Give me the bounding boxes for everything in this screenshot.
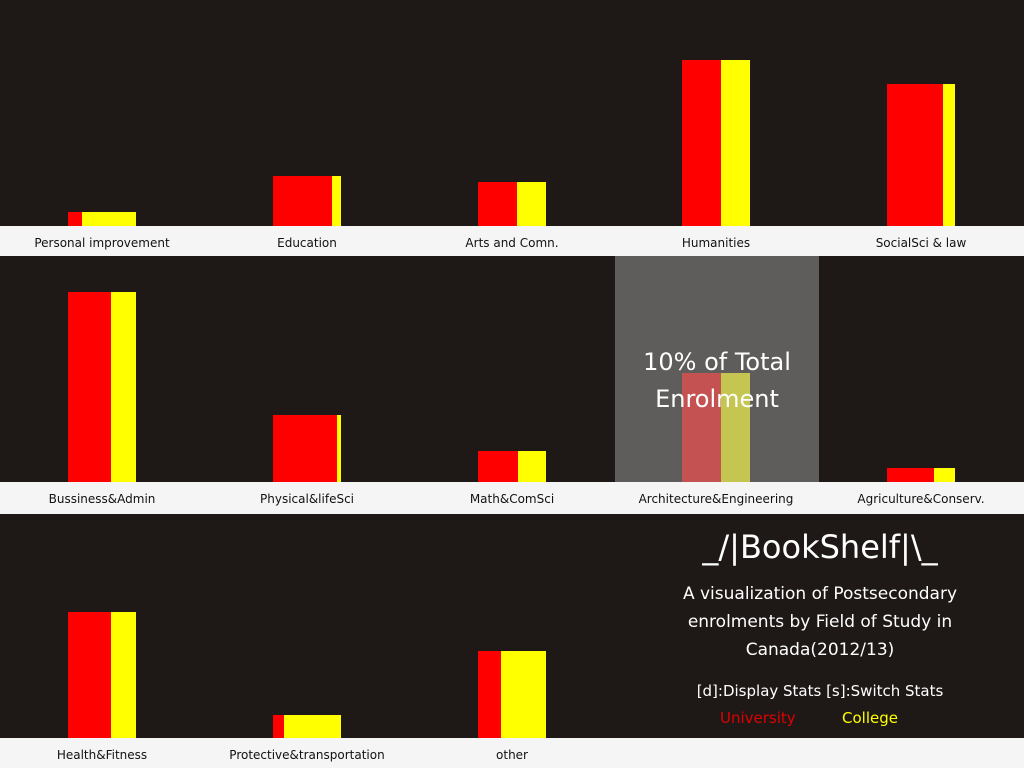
bar-college-education[interactable] xyxy=(332,176,341,226)
category-label-personal-improvement: Personal improvement xyxy=(34,236,170,250)
bar-college-health-fitness[interactable] xyxy=(111,612,136,738)
bar-university-health-fitness[interactable] xyxy=(68,612,111,738)
bar-college-protective-transportation[interactable] xyxy=(284,715,341,738)
bar-university-agriculture-conserv-[interactable] xyxy=(887,468,934,482)
category-label-health-fitness: Health&Fitness xyxy=(56,748,148,762)
bar-college-math-comsci[interactable] xyxy=(518,451,546,482)
bar-college-bussiness-admin[interactable] xyxy=(111,292,136,482)
category-label-other: other xyxy=(496,748,528,762)
category-label-socialsci-law: SocialSci & law xyxy=(875,236,967,250)
category-label-education: Education xyxy=(277,236,337,250)
bar-university-socialsci-law[interactable] xyxy=(887,84,943,226)
bar-university-physical-lifesci[interactable] xyxy=(273,415,337,482)
bar-college-personal-improvement[interactable] xyxy=(82,212,136,226)
category-label-math-comsci: Math&ComSci xyxy=(469,492,555,506)
bar-university-education[interactable] xyxy=(273,176,332,226)
bar-college-humanities[interactable] xyxy=(721,60,750,226)
overlay-line-1: 10% of Total xyxy=(643,348,791,376)
keyboard-instructions: [d]:Display Stats [s]:Switch Stats xyxy=(696,682,944,700)
legend-college: College xyxy=(842,709,898,727)
category-label-bussiness-admin: Bussiness&Admin xyxy=(48,492,156,506)
overlay-line-2: Enrolment xyxy=(655,385,779,413)
bar-university-personal-improvement[interactable] xyxy=(68,212,82,226)
app-title: _/|BookShelf|\_ xyxy=(702,528,938,566)
overlay-text: 10% of Total Enrolment xyxy=(615,344,819,418)
bar-university-other[interactable] xyxy=(478,651,501,738)
bar-university-protective-transportation[interactable] xyxy=(273,715,284,738)
category-label-architecture-engineering: Architecture&Engineering xyxy=(638,492,794,506)
category-label-humanities: Humanities xyxy=(681,236,751,250)
shelf-row-2 xyxy=(0,482,1024,514)
bar-university-math-comsci[interactable] xyxy=(478,451,518,482)
category-label-arts-and-comn-: Arts and Comn. xyxy=(465,236,559,250)
category-label-physical-lifesci: Physical&lifeSci xyxy=(260,492,354,506)
bar-university-bussiness-admin[interactable] xyxy=(68,292,111,482)
bar-college-socialsci-law[interactable] xyxy=(943,84,955,226)
bar-university-arts-and-comn-[interactable] xyxy=(478,182,517,226)
selected-category-overlay[interactable] xyxy=(615,256,819,482)
category-label-agriculture-conserv-: Agriculture&Conserv. xyxy=(857,492,985,506)
bar-university-humanities[interactable] xyxy=(682,60,721,226)
legend-university: University xyxy=(720,709,796,727)
bar-college-agriculture-conserv-[interactable] xyxy=(934,468,955,482)
bar-college-other[interactable] xyxy=(501,651,546,738)
bar-college-physical-lifesci[interactable] xyxy=(337,415,341,482)
app-subtitle: A visualization of Postsecondary enrolme… xyxy=(682,584,958,660)
bar-college-arts-and-comn-[interactable] xyxy=(517,182,546,226)
category-label-protective-transportation: Protective&transportation xyxy=(229,748,385,762)
shelf-row-3 xyxy=(0,738,1024,768)
shelf-row-1 xyxy=(0,226,1024,256)
